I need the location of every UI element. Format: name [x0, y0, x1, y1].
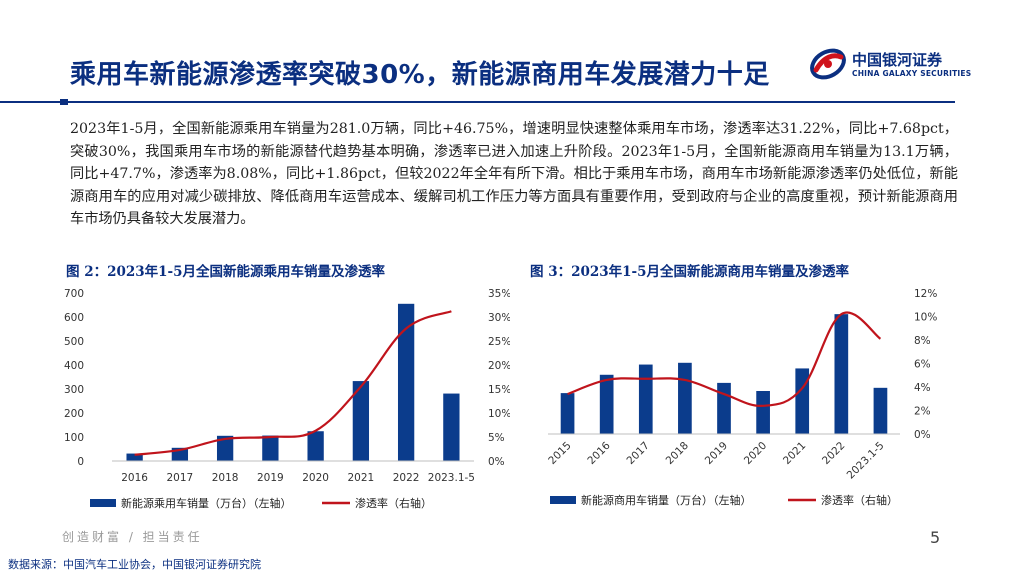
- bar-2022: [834, 314, 849, 434]
- legend-bar-swatch: [550, 496, 576, 504]
- y-right-tick-label: 0%: [488, 456, 505, 468]
- bar-2016: [599, 374, 614, 434]
- x-tick-label: 2018: [664, 440, 691, 467]
- commercial-ev-chart: 05101520253035400%2%4%6%8%10%12%20152016…: [546, 288, 937, 507]
- y-right-tick-label: 25%: [488, 336, 510, 348]
- header-divider: [0, 101, 955, 103]
- bar-2021: [795, 368, 810, 434]
- penetration-line: [134, 310, 452, 456]
- bar-2019: [717, 382, 731, 434]
- x-tick-label: 2015: [546, 440, 573, 467]
- x-tick-label: 2021: [348, 472, 375, 484]
- x-tick-label: 2017: [625, 440, 652, 467]
- legend-bar-label: 新能源商用车销量（万台）（左轴）: [581, 493, 752, 507]
- bar-2023.1-5: [873, 387, 888, 434]
- x-tick-label: 2016: [585, 439, 613, 467]
- x-tick-label: 2021: [781, 440, 808, 467]
- x-tick-label: 2019: [257, 472, 284, 484]
- y-right-tick-label: 2%: [914, 406, 931, 418]
- penetration-line: [567, 311, 882, 407]
- x-tick-label: 2020: [742, 440, 769, 467]
- x-tick-label: 2016: [121, 472, 148, 484]
- logo-text-cn: 中国银河证券: [852, 51, 943, 69]
- y-right-tick-label: 35%: [488, 288, 510, 300]
- footer-slogan: 创造财富 / 担当责任: [62, 530, 203, 544]
- legend-bar-swatch: [90, 499, 116, 507]
- page-title: 乘用车新能源渗透率突破30%，新能源商用车发展潜力十足: [70, 60, 770, 90]
- y-left-tick-label: 700: [64, 288, 84, 300]
- x-tick-label: 2022: [820, 440, 847, 467]
- chart-right-title: 图 3：2023年1-5月全国新能源商用车销量及渗透率: [530, 264, 850, 280]
- y-right-tick-label: 0%: [914, 429, 931, 441]
- chart-left-title: 图 2：2023年1-5月全国新能源乘用车销量及渗透率: [66, 264, 386, 280]
- company-logo: 中国银河证券 CHINA GALAXY SECURITIES: [808, 44, 978, 94]
- bar-2017: [638, 364, 653, 434]
- y-left-tick-label: 400: [64, 360, 84, 372]
- bar-2020: [756, 390, 770, 434]
- x-tick-label: 2022: [393, 472, 420, 484]
- bar-2022: [397, 303, 415, 461]
- legend-line-label: 渗透率（右轴）: [355, 496, 432, 510]
- summary-paragraph: 2023年1-5月，全国新能源乘用车销量为281.0万辆，同比+46.75%，增…: [70, 121, 958, 227]
- y-right-tick-label: 20%: [488, 360, 510, 372]
- y-left-tick-label: 200: [64, 408, 84, 420]
- y-right-tick-label: 4%: [914, 382, 931, 394]
- galaxy-logo-icon: [810, 48, 846, 80]
- y-right-tick-label: 8%: [914, 335, 931, 347]
- bar-2021: [352, 381, 370, 461]
- bar-2019: [262, 435, 279, 461]
- y-left-tick-label: 100: [64, 432, 84, 444]
- y-left-tick-label: 600: [64, 312, 84, 324]
- header-divider-accent: [60, 99, 68, 105]
- y-right-tick-label: 15%: [488, 384, 510, 396]
- page-number: 5: [930, 528, 941, 547]
- x-tick-label: 2023.1-5: [845, 440, 887, 482]
- bar-2015: [560, 393, 575, 434]
- data-source: 数据来源：中国汽车工业协会，中国银河证券研究院: [8, 558, 261, 571]
- y-right-tick-label: 10%: [488, 408, 510, 420]
- x-tick-label: 2020: [302, 472, 329, 484]
- y-left-tick-label: 0: [77, 456, 84, 468]
- y-left-tick-label: 300: [64, 384, 84, 396]
- x-tick-label: 2019: [703, 440, 730, 467]
- passenger-ev-chart: 0 100 200 300 400 500 600 700 0% 5% 10% 15% 20% 25% 30…: [64, 288, 510, 510]
- y-right-tick-label: 12%: [914, 288, 937, 300]
- y-right-tick-label: 6%: [914, 359, 931, 371]
- y-right-tick-label: 30%: [488, 312, 510, 324]
- bar-2018: [216, 435, 234, 461]
- x-tick-label: 2017: [167, 472, 194, 484]
- x-tick-label: 2018: [212, 472, 239, 484]
- y-left-tick-label: 500: [64, 336, 84, 348]
- x-tick-label: 2023.1-5: [428, 472, 475, 484]
- bar-2023.1-5: [443, 393, 460, 461]
- legend-bar-label: 新能源乘用车销量（万台）（左轴）: [121, 496, 292, 510]
- y-right-tick-label: 10%: [914, 312, 937, 324]
- logo-text-en: CHINA GALAXY SECURITIES: [852, 69, 972, 78]
- bar-2020: [307, 431, 324, 461]
- legend-line-label: 渗透率（右轴）: [821, 493, 898, 507]
- bar-2016: [126, 453, 143, 461]
- bar-2018: [678, 362, 692, 434]
- y-right-tick-label: 5%: [488, 432, 505, 444]
